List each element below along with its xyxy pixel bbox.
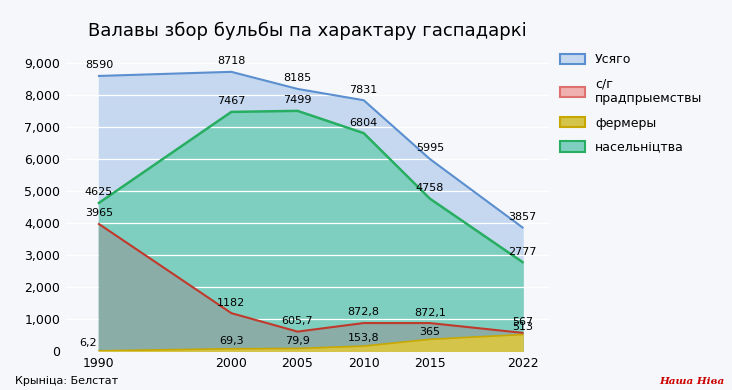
- Text: 69,3: 69,3: [219, 336, 244, 346]
- Text: 8718: 8718: [217, 56, 245, 66]
- Title: Валавы збор бульбы па характару гаспадаркі: Валавы збор бульбы па характару гаспадар…: [88, 21, 527, 40]
- Text: 8185: 8185: [283, 73, 312, 83]
- Text: 153,8: 153,8: [348, 333, 379, 343]
- Text: 7499: 7499: [283, 95, 312, 105]
- Text: 513: 513: [512, 322, 533, 332]
- Text: 5995: 5995: [416, 144, 444, 154]
- Text: Крыніца: Белстат: Крыніца: Белстат: [15, 376, 118, 386]
- Text: 1182: 1182: [217, 298, 245, 308]
- Text: 3965: 3965: [85, 209, 113, 218]
- Text: 8590: 8590: [85, 60, 113, 70]
- Text: 872,8: 872,8: [348, 307, 380, 317]
- Text: 6,2: 6,2: [79, 338, 97, 348]
- Text: 7467: 7467: [217, 96, 245, 106]
- Text: 365: 365: [419, 326, 441, 337]
- Text: 79,9: 79,9: [285, 336, 310, 346]
- Text: 3857: 3857: [509, 212, 537, 222]
- Text: 2777: 2777: [508, 246, 537, 257]
- Text: 605,7: 605,7: [282, 316, 313, 326]
- Text: 4758: 4758: [416, 183, 444, 193]
- Text: Наша Ніва: Наша Ніва: [660, 377, 725, 386]
- Text: 567: 567: [512, 317, 533, 327]
- Text: 4625: 4625: [85, 187, 113, 197]
- Text: 7831: 7831: [350, 85, 378, 95]
- Text: 6804: 6804: [350, 117, 378, 128]
- Legend: Усяго, с/г
прадпрыемствы, фермеры, насельніцтва: Усяго, с/г прадпрыемствы, фермеры, насел…: [560, 53, 703, 154]
- Text: 872,1: 872,1: [414, 308, 446, 317]
